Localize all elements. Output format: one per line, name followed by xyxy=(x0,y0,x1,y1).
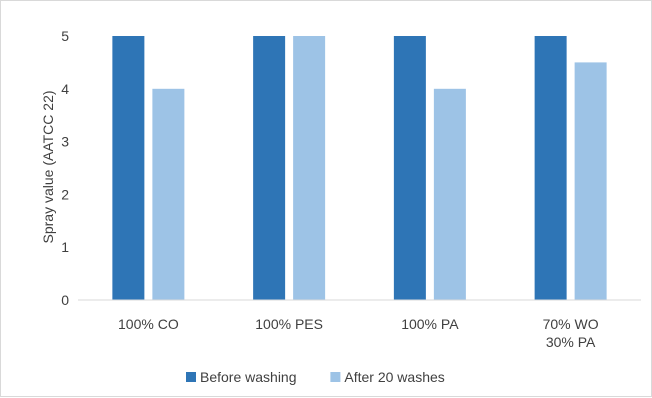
x-tick-label: 100% PA xyxy=(401,316,459,332)
x-tick-label: 100% CO xyxy=(118,316,179,332)
bar xyxy=(112,36,145,300)
y-axis-ticks: 0 1 2 3 4 5 xyxy=(61,28,69,308)
bar xyxy=(433,88,466,300)
bar xyxy=(574,62,607,301)
y-tick-label: 0 xyxy=(61,292,69,308)
bar xyxy=(534,36,567,300)
legend-swatch xyxy=(186,372,196,382)
y-tick-label: 3 xyxy=(61,134,69,150)
bar xyxy=(152,88,185,300)
y-tick-label: 5 xyxy=(61,28,69,44)
x-tick-label: 70% WO xyxy=(543,316,599,332)
y-axis-title: Spray value (AATCC 22) xyxy=(40,90,56,243)
bar xyxy=(293,36,326,300)
x-tick-label: 100% PES xyxy=(255,316,323,332)
x-axis-labels: 100% CO 100% PES 100% PA 70% WO 30% PA xyxy=(118,316,599,350)
legend: Before washing After 20 washes xyxy=(186,369,445,385)
bars xyxy=(112,36,607,301)
bar xyxy=(253,36,286,300)
y-tick-label: 4 xyxy=(61,81,69,97)
bar xyxy=(393,36,426,300)
y-tick-label: 1 xyxy=(61,239,69,255)
legend-label: After 20 washes xyxy=(344,369,444,385)
x-tick-label: 30% PA xyxy=(546,334,596,350)
legend-label: Before washing xyxy=(200,369,297,385)
legend-swatch xyxy=(330,372,341,382)
y-tick-label: 2 xyxy=(61,186,69,202)
